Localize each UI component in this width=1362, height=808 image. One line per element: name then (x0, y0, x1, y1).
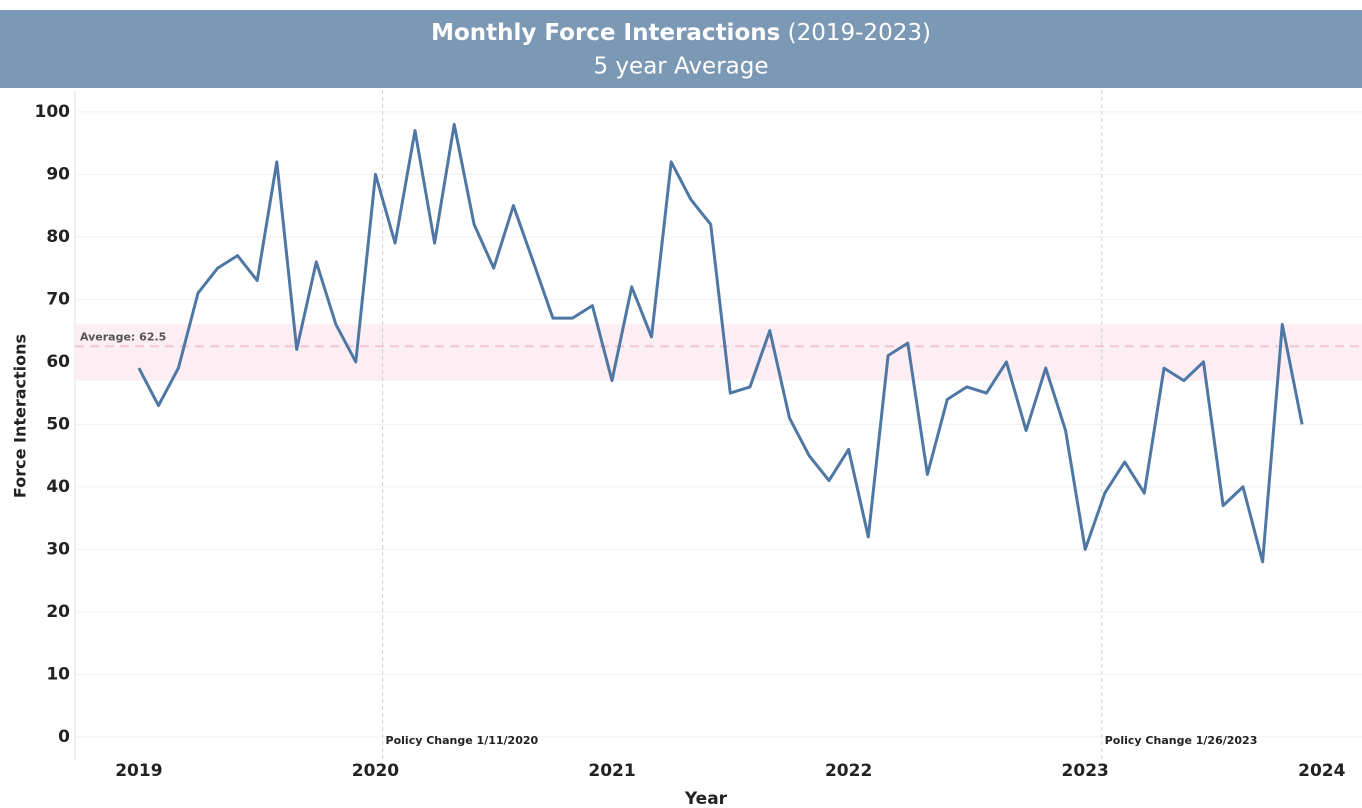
x-tick-label: 2023 (1062, 761, 1109, 781)
y-axis-title: Force Interactions (11, 334, 30, 498)
x-tick-label: 2022 (825, 761, 872, 781)
y-tick-label: 80 (46, 227, 70, 247)
title-suffix: (2019-2023) (788, 20, 931, 46)
y-tick-label: 30 (46, 539, 70, 559)
chart-title: Monthly Force Interactions (2019-2023) (431, 20, 931, 46)
x-tick-label: 2019 (115, 761, 162, 781)
annotation-label: Policy Change 1/11/2020 (386, 734, 539, 747)
reference-band (75, 324, 1362, 381)
y-tick-label: 20 (46, 602, 70, 622)
reference-label: Average: 62.5 (80, 330, 166, 343)
annotation-label: Policy Change 1/26/2023 (1105, 734, 1258, 747)
y-tick-label: 100 (35, 102, 71, 122)
y-tick-label: 0 (58, 727, 70, 747)
x-axis-title: Year (684, 789, 728, 808)
y-tick-label: 60 (46, 352, 70, 372)
header (0, 10, 1362, 88)
y-tick-label: 40 (46, 477, 70, 497)
x-tick-label: 2020 (352, 761, 399, 781)
y-tick-label: 10 (46, 664, 70, 684)
subtitle: 5 year Average (593, 54, 768, 80)
x-tick-label: 2024 (1298, 761, 1345, 781)
y-tick-label: 50 (46, 414, 70, 434)
title-main: Monthly Force Interactions (431, 20, 780, 46)
x-tick-label: 2021 (588, 761, 635, 781)
y-tick-label: 70 (46, 289, 70, 309)
y-tick-label: 90 (46, 164, 70, 184)
series-line (137, 122, 1304, 564)
